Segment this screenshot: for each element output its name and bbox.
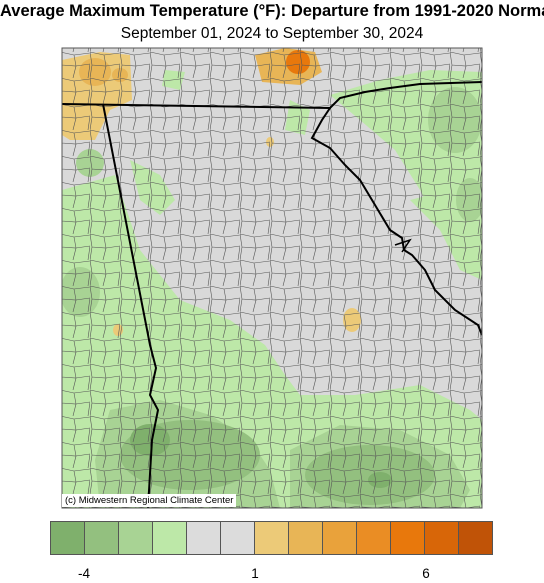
legend-swatch-9 xyxy=(357,522,391,554)
legend-swatch-8 xyxy=(323,522,357,554)
map-credit: (c) Midwestern Regional Climate Center xyxy=(62,494,237,507)
county-boundaries xyxy=(62,48,482,508)
legend-label-low: -4 xyxy=(77,566,91,581)
map-subtitle: September 01, 2024 to September 30, 2024 xyxy=(120,25,424,42)
legend-swatch-3 xyxy=(153,522,187,554)
legend-swatch-0 xyxy=(51,522,85,554)
legend-swatch-1 xyxy=(85,522,119,554)
legend-swatch-4 xyxy=(187,522,221,554)
legend-label-mid: 1 xyxy=(251,566,259,581)
legend-swatch-2 xyxy=(119,522,153,554)
map-frame xyxy=(61,47,483,509)
color-legend xyxy=(50,521,493,555)
map-title: Average Maximum Temperature (°F): Depart… xyxy=(0,2,544,20)
legend-swatch-10 xyxy=(391,522,425,554)
legend-label-high: 6 xyxy=(422,566,430,581)
legend-swatch-5 xyxy=(221,522,255,554)
legend-swatch-7 xyxy=(289,522,323,554)
state-boundaries xyxy=(62,81,482,508)
legend-swatch-6 xyxy=(255,522,289,554)
legend-swatch-11 xyxy=(425,522,459,554)
legend-swatch-12 xyxy=(459,522,492,554)
